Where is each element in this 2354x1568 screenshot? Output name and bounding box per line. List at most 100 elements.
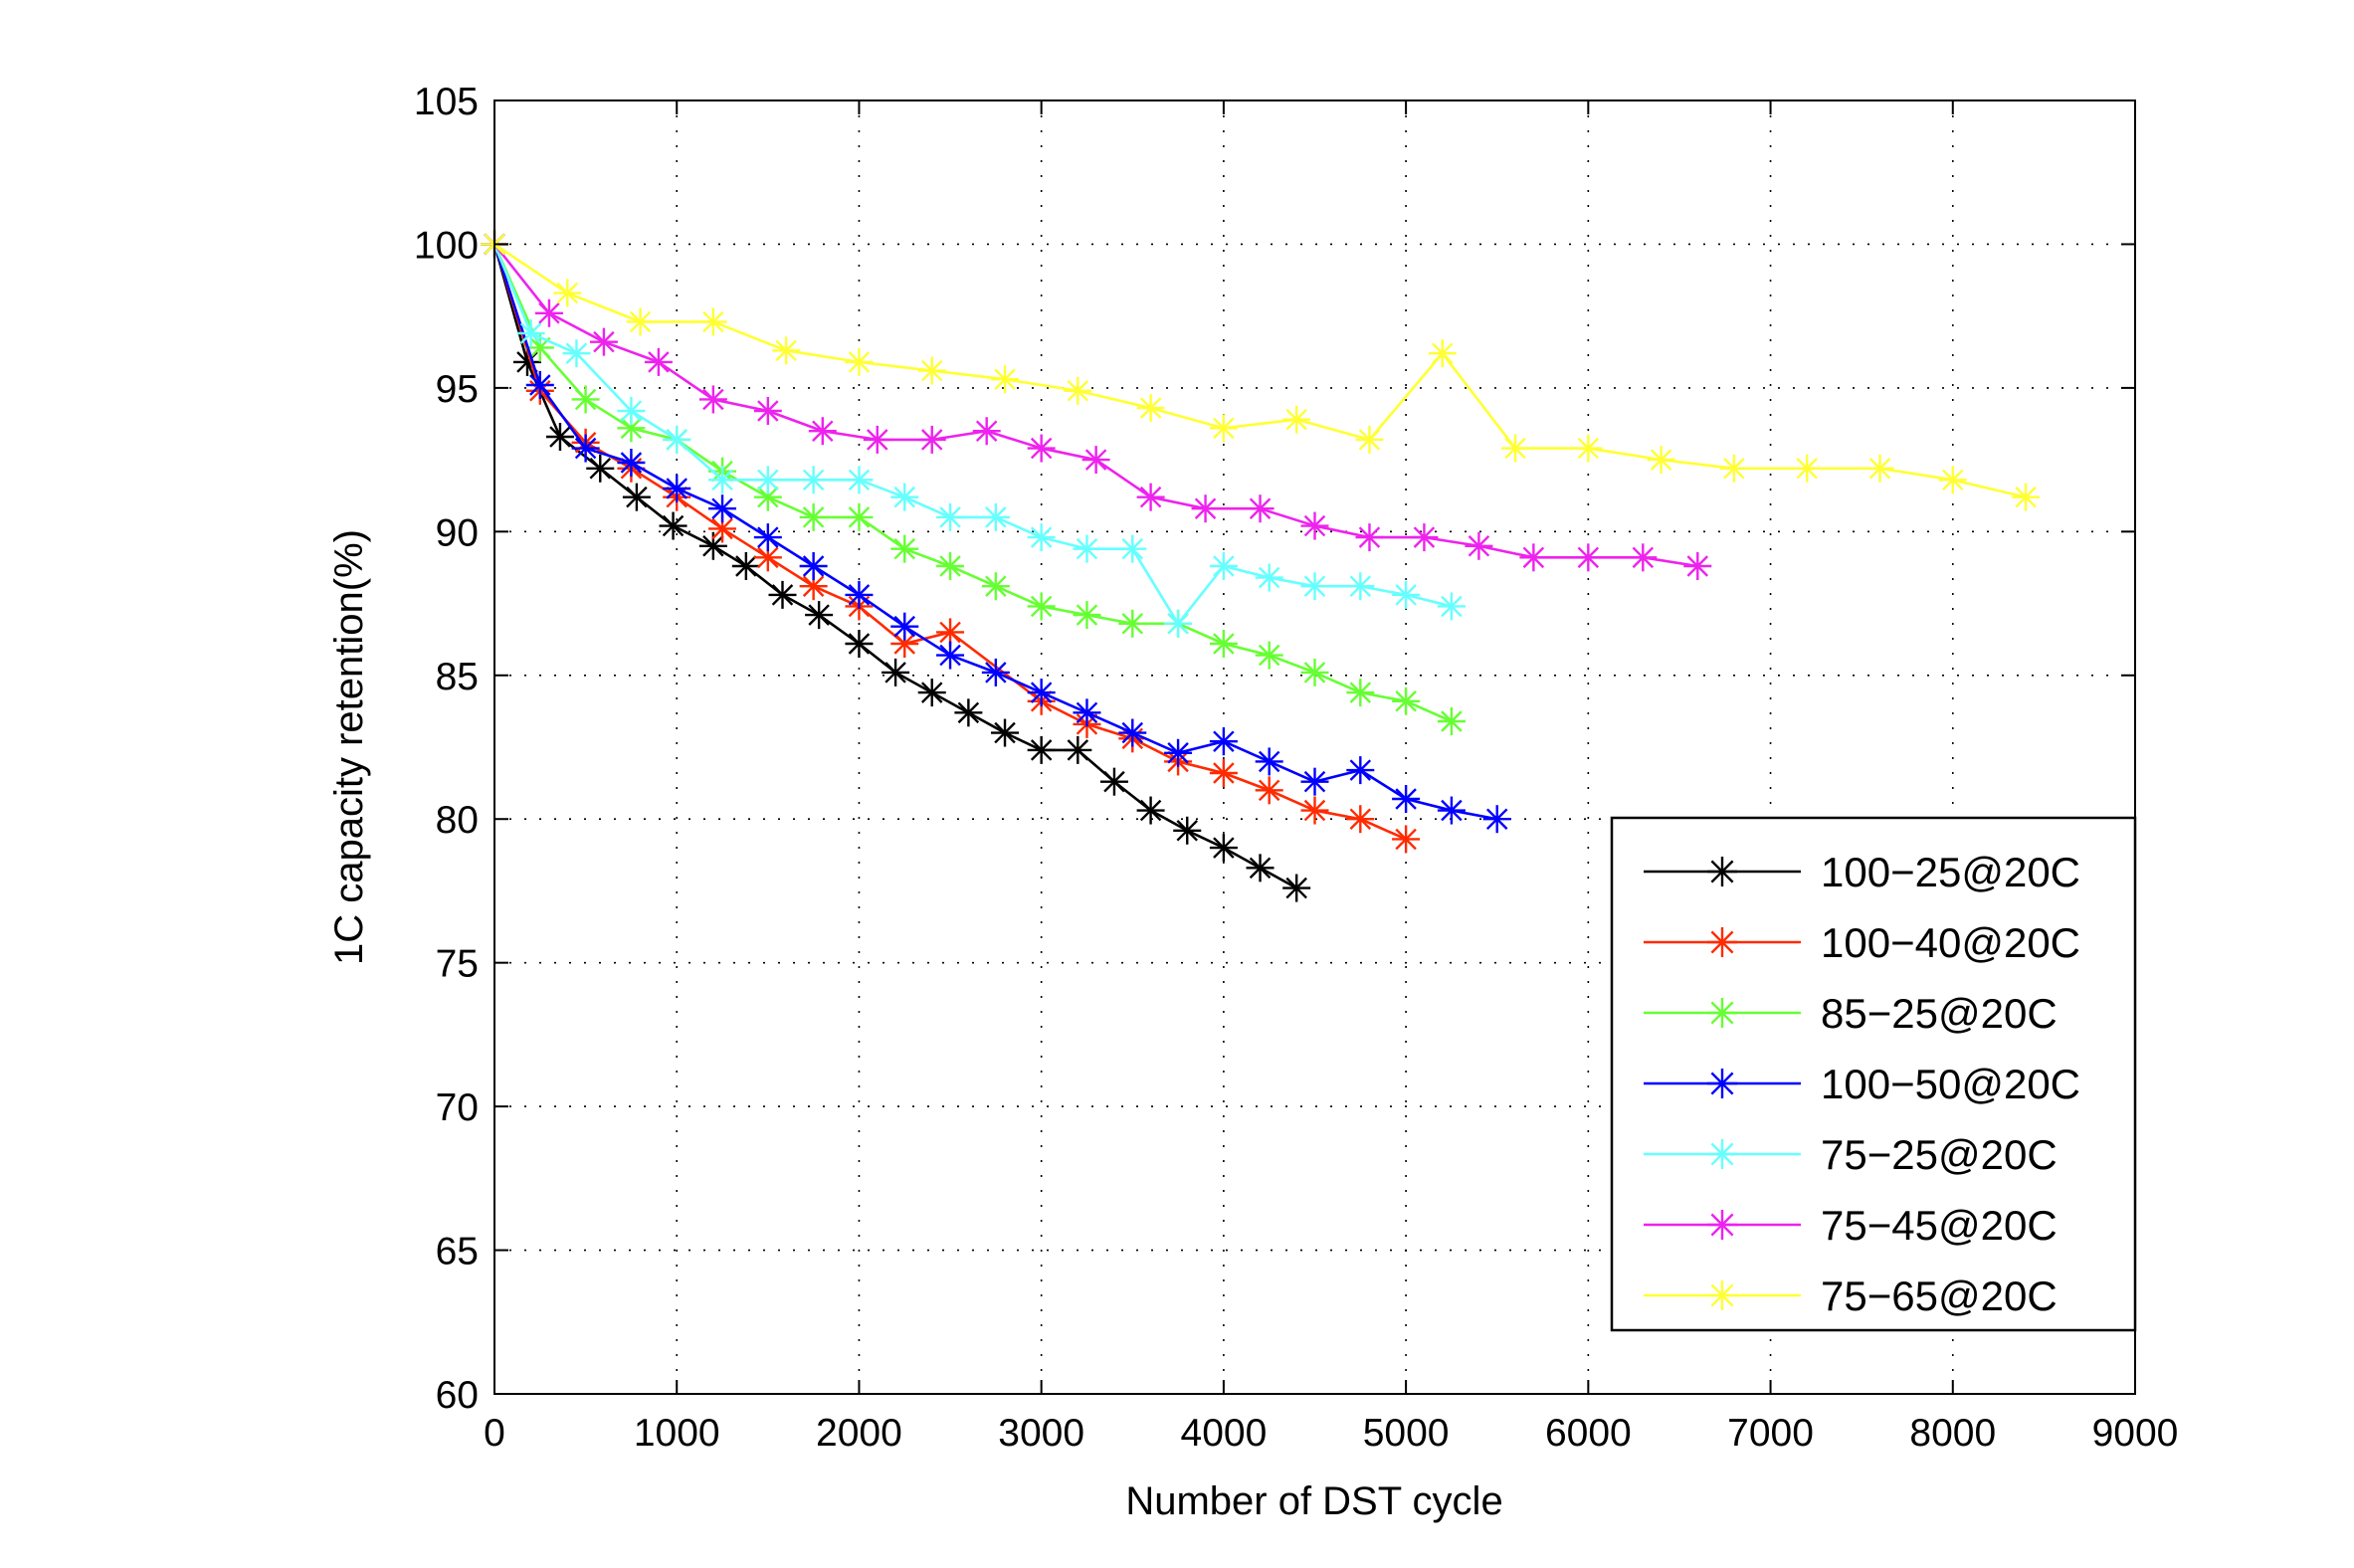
data-point xyxy=(753,523,782,552)
data-point xyxy=(845,347,874,376)
data-point xyxy=(1118,534,1147,563)
x-tick-label: 4000 xyxy=(1181,1412,1268,1455)
data-point xyxy=(663,425,691,454)
plot-frame xyxy=(493,99,2136,1395)
data-point xyxy=(936,641,965,670)
data-point xyxy=(1719,454,1748,483)
x-tick-label: 6000 xyxy=(1545,1412,1632,1455)
data-point xyxy=(571,434,600,463)
data-point xyxy=(1355,425,1384,454)
y-tick-label: 60 xyxy=(436,1374,479,1417)
data-point xyxy=(1209,552,1238,580)
data-point xyxy=(1300,796,1329,825)
legend-entry: 75−25@20C xyxy=(1644,1131,2058,1178)
data-point xyxy=(954,698,983,727)
series-layer xyxy=(481,230,2041,902)
legend-marker xyxy=(1707,857,1737,886)
data-point xyxy=(622,483,651,511)
legend-label: 85−25@20C xyxy=(1821,990,2058,1037)
data-point xyxy=(698,531,727,560)
data-point xyxy=(772,336,801,365)
data-point xyxy=(890,612,919,641)
data-point xyxy=(2012,483,2041,511)
data-point xyxy=(1300,767,1329,796)
series-4 xyxy=(481,230,1511,834)
data-point xyxy=(1246,494,1275,523)
data-point xyxy=(799,502,828,531)
data-point xyxy=(1027,434,1056,463)
data-point xyxy=(1099,767,1128,796)
legend-marker xyxy=(1707,1069,1737,1098)
data-point xyxy=(534,298,563,327)
data-point xyxy=(1027,735,1056,764)
legend-entry: 100−40@20C xyxy=(1644,919,2080,966)
data-point xyxy=(571,385,600,414)
data-point xyxy=(753,543,782,572)
data-point xyxy=(1346,679,1375,707)
data-point xyxy=(644,347,673,376)
data-point xyxy=(1209,759,1238,787)
data-point xyxy=(863,425,891,454)
x-tick-label: 3000 xyxy=(998,1412,1084,1455)
data-point xyxy=(1136,394,1165,423)
data-point xyxy=(1392,825,1421,854)
data-point xyxy=(936,502,965,531)
x-tick-label: 0 xyxy=(484,1412,505,1455)
data-point xyxy=(1346,805,1375,834)
series-line xyxy=(492,243,1453,626)
data-point xyxy=(1164,609,1193,638)
legend-label: 100−50@20C xyxy=(1821,1061,2080,1107)
data-point xyxy=(663,475,691,502)
legend-label: 100−25@20C xyxy=(1821,849,2080,895)
data-point xyxy=(1437,796,1466,825)
data-point xyxy=(1300,511,1329,540)
data-point xyxy=(1173,816,1202,845)
legend-entry: 100−25@20C xyxy=(1644,849,2080,895)
data-point xyxy=(1073,698,1101,727)
data-point xyxy=(1300,658,1329,686)
data-point xyxy=(1118,609,1147,638)
data-point xyxy=(525,371,554,399)
series-7 xyxy=(481,230,2041,511)
axis-ticks: 0 1000 2000 3000 4000 5000 6000 7000 8000 9000 60 6… xyxy=(414,81,2178,1455)
data-point xyxy=(1683,552,1712,580)
data-point xyxy=(1465,531,1493,560)
data-point xyxy=(589,327,618,356)
data-point xyxy=(1064,376,1092,405)
legend-label: 75−45@20C xyxy=(1821,1202,2058,1249)
data-point xyxy=(1574,543,1603,572)
data-point xyxy=(890,534,919,563)
series-line xyxy=(493,243,2027,498)
data-point xyxy=(799,552,828,580)
data-point xyxy=(1482,805,1511,834)
data-point xyxy=(708,494,737,523)
legend-box xyxy=(1610,816,2137,1332)
legend-marker xyxy=(1707,1139,1737,1169)
data-point xyxy=(768,580,797,609)
data-point xyxy=(1392,580,1421,609)
y-tick-label: 90 xyxy=(436,511,479,554)
y-tick-label: 70 xyxy=(436,1086,479,1129)
y-tick-label: 105 xyxy=(414,81,479,123)
x-axis-title: Number of DST cycle xyxy=(1125,1479,1502,1523)
legend-marker xyxy=(1707,1280,1737,1310)
y-axis-title: 1C capacity retention(%) xyxy=(327,529,371,965)
y-tick-label: 95 xyxy=(436,368,479,411)
series-line xyxy=(492,244,1407,841)
data-point xyxy=(845,466,874,494)
data-point xyxy=(972,417,1001,446)
series-6 xyxy=(481,230,1712,580)
y-tick-label: 100 xyxy=(414,224,479,267)
data-point xyxy=(1938,466,1967,494)
data-point xyxy=(731,552,760,580)
data-point xyxy=(799,466,828,494)
data-point xyxy=(562,339,591,368)
data-point xyxy=(1209,727,1238,756)
y-tick-label: 85 xyxy=(436,656,479,698)
series-line xyxy=(492,243,1453,723)
x-tick-label: 1000 xyxy=(634,1412,720,1455)
series-1 xyxy=(481,230,1311,902)
legend-label: 75−65@20C xyxy=(1821,1273,2058,1319)
data-point xyxy=(1428,339,1457,368)
data-point xyxy=(981,572,1010,601)
